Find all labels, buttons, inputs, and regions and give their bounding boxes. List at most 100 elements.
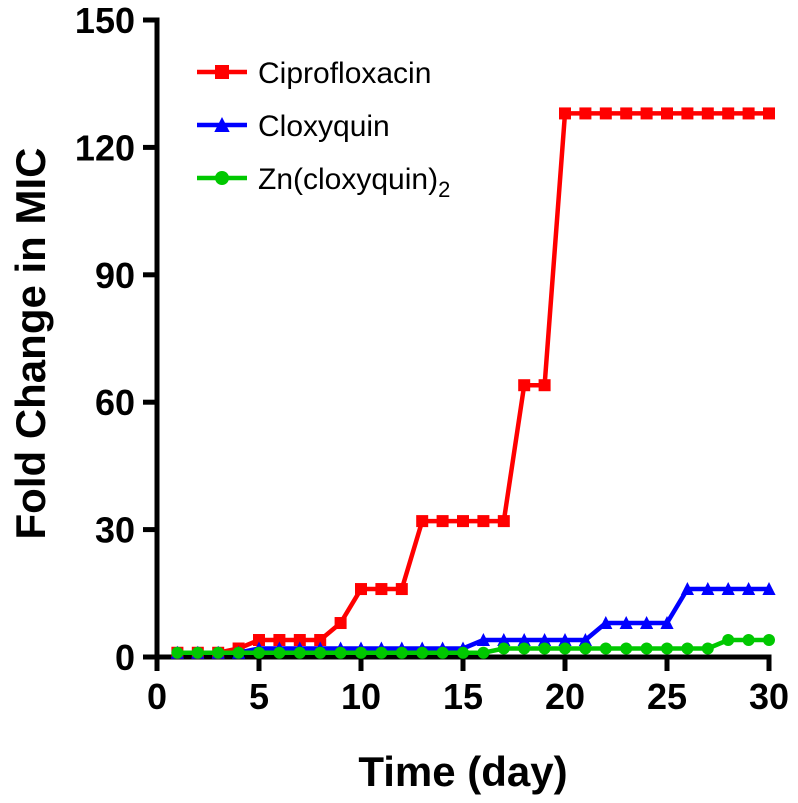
data-point [395, 646, 408, 659]
x-axis-title: Time (day) [358, 748, 567, 795]
x-tick-label: 25 [647, 676, 687, 717]
data-point [191, 646, 204, 659]
data-point [334, 646, 347, 659]
data-point [640, 642, 653, 655]
data-point [680, 582, 694, 596]
data-point [355, 646, 367, 659]
data-point [497, 515, 510, 528]
data-point [640, 107, 653, 120]
data-point [457, 515, 469, 528]
series-zn-cloxyquin-2 [171, 634, 775, 659]
y-tick-label: 30 [95, 510, 135, 551]
data-point [559, 642, 571, 655]
data-point [722, 634, 735, 647]
y-tick-label: 90 [95, 255, 135, 296]
data-point [619, 616, 633, 630]
data-point [620, 642, 633, 655]
data-point [416, 646, 429, 659]
data-point [314, 646, 327, 659]
data-point [476, 633, 490, 647]
legend-swatch-marker [214, 117, 230, 132]
data-point [253, 634, 265, 647]
data-point [578, 633, 592, 647]
data-point [661, 642, 673, 655]
data-point [599, 642, 612, 655]
data-point [171, 646, 184, 659]
data-point [742, 634, 755, 647]
data-point [620, 107, 633, 120]
data-point [599, 616, 613, 630]
data-point [538, 633, 552, 647]
data-point [517, 633, 531, 647]
data-point [497, 633, 511, 647]
data-point [579, 642, 592, 655]
data-point [661, 107, 673, 120]
legend-item: Zn(cloxyquin)2 [197, 163, 450, 202]
legend-item: Ciprofloxacin [197, 57, 431, 90]
x-tick-label: 20 [545, 676, 585, 717]
data-point [721, 582, 735, 596]
legend-label-subscript: 2 [438, 177, 450, 202]
legend-label-main: Zn(cloxyquin) [258, 163, 438, 196]
data-point [416, 515, 429, 528]
data-point [457, 646, 469, 659]
data-point [763, 107, 775, 120]
data-point [763, 634, 775, 647]
y-tick-label: 120 [75, 127, 135, 168]
data-point [762, 582, 776, 596]
series-ciprofloxacin [171, 107, 775, 659]
data-point [497, 642, 510, 655]
data-point [436, 515, 449, 528]
y-axis-title: Fold Change in MIC [7, 148, 54, 540]
data-point [518, 642, 531, 655]
data-point [742, 582, 756, 596]
legend-item: Cloxyquin [197, 110, 390, 143]
data-point [436, 646, 449, 659]
legend: Ciprofloxacin Cloxyquin Zn(cloxyquin)2 [197, 57, 450, 202]
data-point [253, 646, 265, 659]
legend-label: Cloxyquin [258, 110, 390, 143]
series-line [177, 586, 769, 656]
x-tick-label: 5 [249, 676, 269, 717]
data-point [334, 617, 347, 630]
data-point [518, 379, 531, 392]
data-point [538, 642, 551, 655]
data-point [232, 646, 245, 659]
legend-label: Zn(cloxyquin)2 [258, 163, 450, 202]
data-point [477, 646, 490, 659]
data-point [660, 616, 674, 630]
data-point [722, 107, 735, 120]
data-point [681, 107, 694, 120]
data-point [681, 642, 694, 655]
data-point [212, 646, 225, 659]
legend-label-main: Cloxyquin [258, 110, 390, 143]
data-point [701, 582, 715, 596]
data-point [477, 515, 490, 528]
data-point [293, 634, 306, 647]
y-tick-label: 60 [95, 382, 135, 423]
data-point [742, 107, 755, 120]
data-point [375, 583, 388, 596]
data-point [559, 107, 571, 120]
data-point [273, 646, 286, 659]
y-tick-label: 0 [115, 637, 135, 678]
data-point [640, 616, 654, 630]
data-point [314, 634, 327, 647]
data-point [558, 633, 572, 647]
x-tick-label: 15 [443, 676, 483, 717]
data-point [579, 107, 592, 120]
data-point [293, 646, 306, 659]
data-point [538, 379, 551, 392]
data-point [273, 634, 286, 647]
data-point [395, 583, 408, 596]
legend-swatch-marker [215, 171, 229, 185]
data-point [701, 642, 714, 655]
data-point [701, 107, 714, 120]
y-tick-label: 150 [75, 0, 135, 41]
data-point [599, 107, 612, 120]
x-tick-label: 10 [341, 676, 381, 717]
data-point [355, 583, 367, 596]
series-layer [170, 107, 776, 659]
